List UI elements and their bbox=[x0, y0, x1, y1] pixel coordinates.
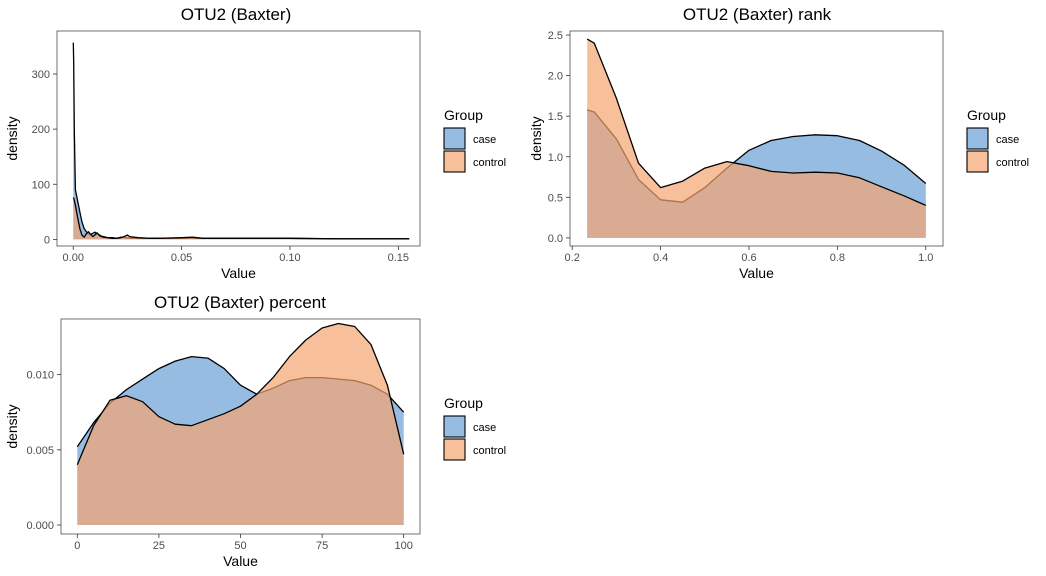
legend-key-case bbox=[966, 127, 989, 150]
legend-label-case: case bbox=[473, 422, 496, 434]
legend-title: Group bbox=[967, 107, 1006, 123]
x-tick-label: 0.4 bbox=[653, 252, 668, 264]
x-tick-label: 0.00 bbox=[63, 252, 84, 264]
y-tick-label: 0.5 bbox=[548, 192, 563, 204]
density-area-control bbox=[587, 39, 926, 238]
y-tick-label: 200 bbox=[32, 124, 50, 136]
chart-panel-2: OTU2 (Baxter) rank 0.2 0.4 0.6 0.8 1.0 0.0 0.5 1… bbox=[528, 5, 1029, 281]
chart-title: OTU2 (Baxter) bbox=[181, 5, 292, 24]
legend-key-control bbox=[443, 150, 466, 173]
y-tick-label: 100 bbox=[32, 179, 50, 191]
x-axis-label: Value bbox=[739, 265, 774, 281]
legend: Group case control bbox=[443, 395, 506, 461]
legend-label-control: control bbox=[473, 157, 506, 169]
density-line-case bbox=[72, 42, 410, 240]
y-tick-label: 0.000 bbox=[26, 520, 54, 532]
legend-key-control bbox=[966, 150, 989, 173]
y-tick-label: 0.005 bbox=[26, 445, 54, 457]
x-tick-label: 0.05 bbox=[171, 252, 192, 264]
x-axis-label: Value bbox=[221, 265, 256, 281]
legend-label-case: case bbox=[473, 134, 496, 146]
legend-label-control: control bbox=[473, 445, 506, 457]
density-area-control bbox=[73, 197, 410, 240]
y-tick-label: 2.5 bbox=[548, 30, 563, 42]
x-tick-label: 75 bbox=[316, 540, 328, 552]
density-line-control bbox=[586, 38, 927, 206]
x-tick-label: 50 bbox=[234, 540, 246, 552]
y-axis-label: density bbox=[528, 116, 544, 160]
x-tick-label: 0.6 bbox=[741, 252, 756, 264]
legend-label-case: case bbox=[996, 134, 1019, 146]
chart-panel-3: OTU2 (Baxter) percent 0 25 50 75 100 0.000 0.00… bbox=[4, 293, 506, 569]
density-line-control bbox=[72, 197, 410, 240]
x-tick-label: 0.10 bbox=[279, 252, 300, 264]
legend-title: Group bbox=[444, 395, 483, 411]
y-tick-label: 0.010 bbox=[26, 370, 54, 382]
y-tick-label: 1.5 bbox=[548, 111, 563, 123]
y-axis-label: density bbox=[4, 116, 20, 160]
legend-key-case bbox=[443, 415, 466, 438]
x-tick-label: 25 bbox=[153, 540, 165, 552]
y-tick-label: 0.0 bbox=[548, 233, 563, 245]
legend-title: Group bbox=[444, 107, 483, 123]
legend-key-case bbox=[443, 127, 466, 150]
chart-title: OTU2 (Baxter) percent bbox=[154, 293, 326, 312]
x-tick-label: 1.0 bbox=[918, 252, 933, 264]
x-tick-label: 0.8 bbox=[830, 252, 845, 264]
y-tick-label: 300 bbox=[32, 69, 50, 81]
x-tick-label: 0.15 bbox=[388, 252, 409, 264]
chart-panel-1: OTU2 (Baxter) 0.00 0.05 0.10 0.15 0 100 200 300 V… bbox=[4, 5, 506, 281]
x-tick-label: 0.2 bbox=[565, 252, 580, 264]
x-axis-label: Value bbox=[223, 553, 258, 569]
y-tick-label: 1.0 bbox=[548, 152, 563, 164]
panel-border bbox=[56, 30, 421, 247]
legend-key-control bbox=[443, 438, 466, 461]
legend: Group case control bbox=[443, 107, 506, 173]
y-tick-label: 2.0 bbox=[548, 71, 563, 83]
chart-title: OTU2 (Baxter) rank bbox=[683, 5, 832, 24]
y-tick-label: 0 bbox=[44, 234, 50, 246]
legend: Group case control bbox=[966, 107, 1029, 173]
x-tick-label: 100 bbox=[395, 540, 413, 552]
y-axis-label: density bbox=[4, 404, 20, 448]
density-line-control bbox=[76, 322, 405, 466]
panel-border bbox=[569, 30, 944, 247]
density-area-case bbox=[73, 42, 410, 240]
x-tick-label: 0 bbox=[74, 540, 80, 552]
legend-label-control: control bbox=[996, 157, 1029, 169]
density-area-control bbox=[77, 323, 404, 525]
